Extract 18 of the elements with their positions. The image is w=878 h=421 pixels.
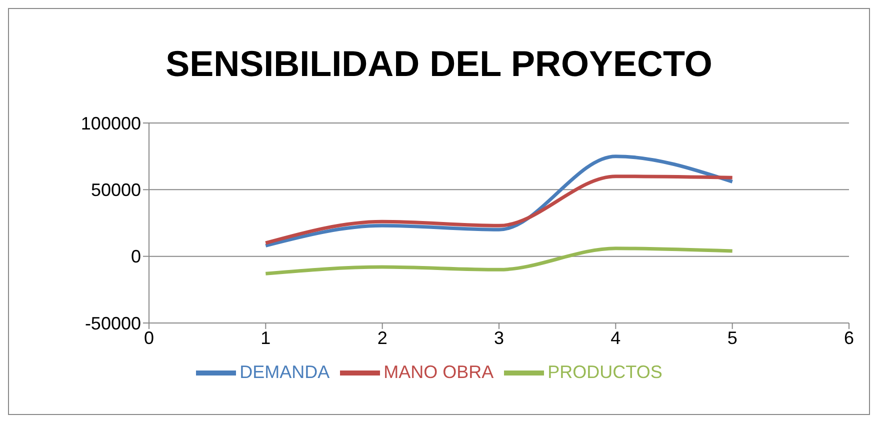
legend-label: PRODUCTOS <box>548 362 662 382</box>
line-series <box>264 154 734 248</box>
y-tick-label: 100000 <box>80 113 141 134</box>
x-tick-label: 2 <box>377 328 388 348</box>
x-tick-label: 3 <box>494 328 504 348</box>
x-tick-label: 5 <box>727 328 738 348</box>
x-tick-label: 6 <box>844 328 854 348</box>
x-tick-label: 4 <box>610 328 621 348</box>
x-tick-label: 0 <box>144 328 154 348</box>
chart-title: SENSIBILIDAD DEL PROYECTO <box>164 43 714 86</box>
legend-label: MANO OBRA <box>384 362 494 382</box>
line-series <box>264 174 734 245</box>
y-tick-label: 50000 <box>90 180 141 200</box>
x-tick-label: 1 <box>260 328 271 348</box>
y-tick-label: 0 <box>130 246 141 267</box>
legend-label: DEMANDA <box>240 362 330 382</box>
line-series <box>264 246 734 276</box>
y-tick-label: -50000 <box>84 313 141 334</box>
